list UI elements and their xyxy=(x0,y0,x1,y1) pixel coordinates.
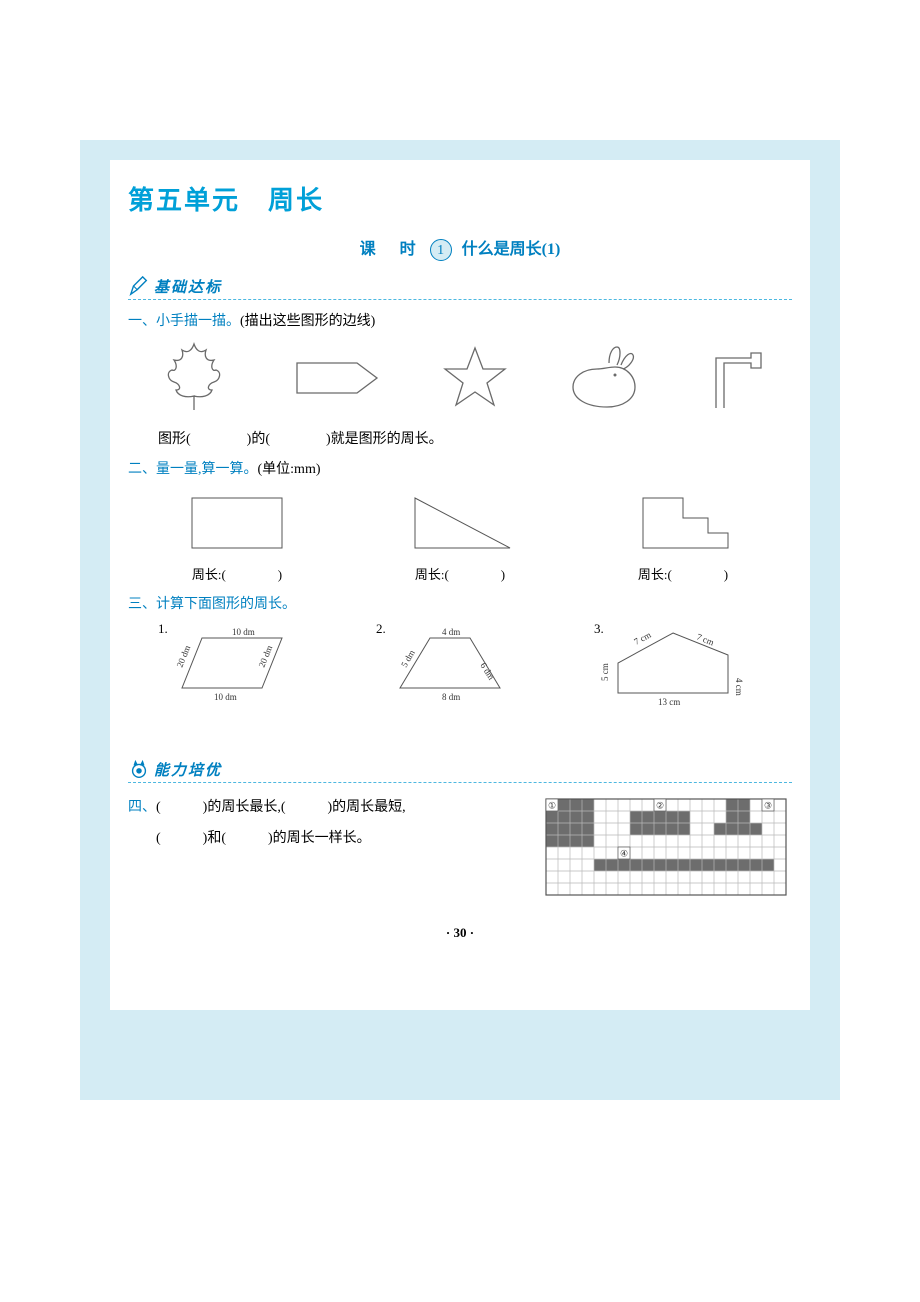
q2-head-blue: 二、量一量,算一算。 xyxy=(128,462,258,477)
dim-text: 5 dm xyxy=(399,649,417,670)
unit-title: 第五单元 周长 xyxy=(128,180,792,217)
svg-text:②: ② xyxy=(656,801,664,811)
q4-line1: ( )的周长最长,( )的周长最短, xyxy=(156,800,406,815)
q2-head-black: (单位:mm) xyxy=(258,462,321,477)
dim-text: 7 cm xyxy=(632,630,652,647)
q1-shapes-row xyxy=(128,338,792,418)
svg-text:①: ① xyxy=(548,801,556,811)
svg-text:③: ③ xyxy=(764,801,772,811)
q2-item-rectangle: 周长:( ) xyxy=(182,488,292,583)
section-advanced-label: 能力培优 xyxy=(154,759,222,780)
shape-rabbit xyxy=(563,343,643,413)
shape-star xyxy=(440,343,510,413)
q3-num-1: 1. xyxy=(158,621,168,637)
divider-dashed xyxy=(128,299,792,300)
q2-item-step: 周长:( ) xyxy=(628,488,738,583)
page-number: · 30 · xyxy=(128,925,792,941)
q4-wrap: 四、( )的周长最长,( )的周长最短, ( )和( )的周长一样长。 ① ② ③ ④ xyxy=(128,793,792,901)
q3-heading: 三、计算下面图形的周长。 xyxy=(128,593,792,613)
q1-fill-blank: 图形( )的( )就是图形的周长。 xyxy=(158,428,792,448)
page-inner: 第五单元 周长 课 时 1 什么是周长(1) 基础达标 一、小手描一描。(描出这… xyxy=(110,160,810,1010)
q4-text: 四、( )的周长最长,( )的周长最短, ( )和( )的周长一样长。 xyxy=(128,793,520,901)
dim-text: 10 dm xyxy=(232,627,255,637)
shape-flag-arrow xyxy=(696,343,766,413)
dim-text: 20 dm xyxy=(175,644,193,669)
dim-text: 8 dm xyxy=(442,692,460,702)
dim-text: 7 cm xyxy=(695,632,715,648)
q2-heading: 二、量一量,算一算。(单位:mm) xyxy=(128,458,792,478)
dim-text: 4 dm xyxy=(442,627,460,637)
dim-text: 13 cm xyxy=(658,697,680,707)
q1-head-blue: 一、小手描一描。 xyxy=(128,314,240,329)
q3-item-2: 2. 4 dm 5 dm 6 dm 8 dm xyxy=(380,623,530,703)
q1-head-black: (描出这些图形的边线) xyxy=(240,314,375,329)
page-outer-frame: 第五单元 周长 课 时 1 什么是周长(1) 基础达标 一、小手描一描。(描出这… xyxy=(80,140,840,1100)
medal-icon xyxy=(128,758,150,780)
q3-num-3: 3. xyxy=(594,621,604,637)
shape-chevron xyxy=(287,353,387,403)
q4-head-blue: 四、 xyxy=(128,800,156,815)
section-advanced-band: 能力培优 xyxy=(128,758,792,780)
q1-heading: 一、小手描一描。(描出这些图形的边线) xyxy=(128,310,792,330)
dim-text: 10 dm xyxy=(214,692,237,702)
q3-row: 1. 10 dm 10 dm 20 dm 20 dm 2. 4 dm 5 dm … xyxy=(128,623,792,708)
pencil-icon xyxy=(128,275,150,297)
q3-item-1: 1. 10 dm 10 dm 20 dm 20 dm xyxy=(162,623,312,703)
q3-item-3: 3. 7 cm 7 cm 5 cm 4 cm 13 cm xyxy=(598,623,758,708)
dim-text: 4 cm xyxy=(734,678,744,696)
shape-maple-leaf xyxy=(154,338,234,418)
dim-text: 5 cm xyxy=(600,664,610,682)
q3-num-2: 2. xyxy=(376,621,386,637)
section-basic-band: 基础达标 xyxy=(128,275,792,297)
lesson-name: 什么是周长(1) xyxy=(462,241,561,258)
q4-line2: ( )和( )的周长一样长。 xyxy=(128,824,520,855)
svg-text:④: ④ xyxy=(620,849,628,859)
q2-label-3: 周长:( ) xyxy=(628,564,738,583)
q2-item-triangle: 周长:( ) xyxy=(400,488,520,583)
lesson-label: 课 时 xyxy=(360,241,420,258)
q2-label-1: 周长:( ) xyxy=(182,564,292,583)
section-basic-label: 基础达标 xyxy=(154,276,222,297)
q2-row: 周长:( ) 周长:( ) 周长:( ) xyxy=(128,488,792,583)
q4-grid: ① ② ③ ④ xyxy=(540,793,792,901)
q2-label-2: 周长:( ) xyxy=(400,564,520,583)
divider-dashed-2 xyxy=(128,782,792,783)
lesson-number-badge: 1 xyxy=(430,239,452,261)
lesson-header: 课 时 1 什么是周长(1) xyxy=(128,235,792,261)
